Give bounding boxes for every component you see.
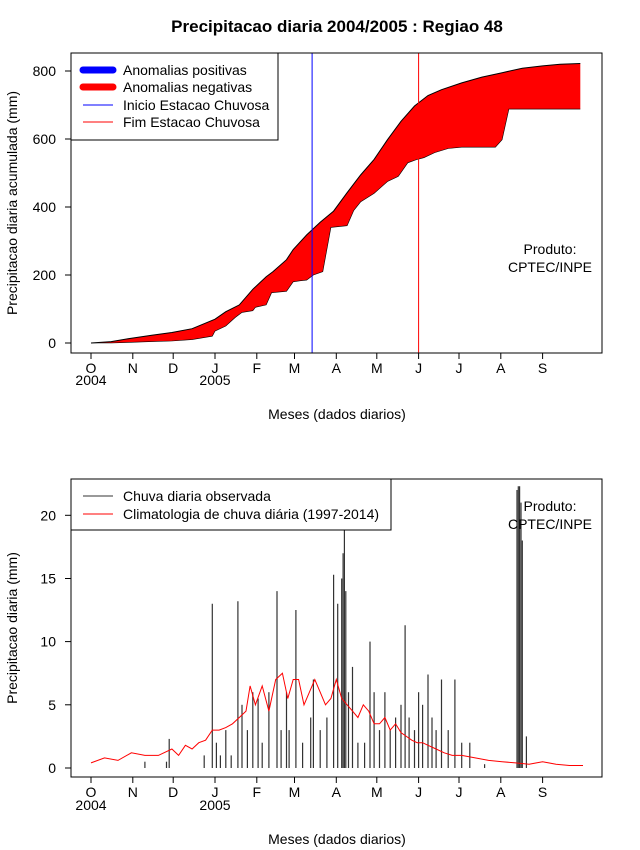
daily-panel: 0 5 10 15 20 O N D J F M A M J J A S 2004 2005 Precipitac… — [4, 478, 603, 847]
accumulated-plot-area — [90, 53, 581, 353]
legend-positive-label: Anomalias positivas — [123, 62, 247, 78]
accumulated-x-axis: O N D J F M A M J J A S 2004 2005 — [75, 353, 547, 388]
negative-anomaly-area — [91, 63, 581, 343]
x-tick-label: J — [415, 360, 422, 376]
legend-climatology-label: Climatologia de chuva diária (1997-2014) — [123, 506, 379, 522]
legend-negative-label: Anomalias negativas — [123, 79, 252, 95]
year-label: 2005 — [199, 797, 230, 813]
x-tick-label: M — [289, 360, 301, 376]
y-tick-label: 800 — [33, 63, 57, 79]
daily-y-axis: 0 5 10 15 20 — [40, 507, 71, 776]
x-tick-label: A — [332, 360, 342, 376]
x-tick-label: A — [332, 784, 342, 800]
daily-legend-box — [70, 478, 392, 531]
daily-y-axis-label: Precipitacao diaria (mm) — [4, 552, 20, 704]
legend-end-label: Fim Estacao Chuvosa — [123, 114, 260, 130]
daily-x-axis: O N D J F M A M J J A S 2004 2005 — [75, 777, 547, 813]
daily-legend: Chuva diaria observada Climatologia de c… — [70, 478, 392, 531]
year-label: 2004 — [75, 372, 106, 388]
accumulated-panel: 0 200 400 600 800 O N D J F M A M J J A S 2004 2005 Preci… — [4, 52, 603, 422]
daily-x-axis-label: Meses (dados diarios) — [268, 831, 406, 847]
product-label-line2: CPTEC/INPE — [508, 259, 592, 275]
chart-title: Precipitacao diaria 2004/2005 : Regiao 4… — [171, 17, 503, 36]
legend-onset-label: Inicio Estacao Chuvosa — [123, 97, 270, 113]
x-tick-label: J — [456, 784, 463, 800]
product-label-line1-daily: Produto: — [524, 498, 577, 514]
accumulated-y-axis: 0 200 400 600 800 — [33, 63, 71, 351]
x-tick-label: M — [371, 784, 383, 800]
y-tick-label: 20 — [40, 507, 56, 523]
x-tick-label: A — [496, 784, 506, 800]
accumulated-y-axis-label: Precipitacao diaria acumulada (mm) — [4, 91, 20, 315]
y-tick-label: 15 — [40, 571, 56, 587]
product-label-line1: Produto: — [524, 241, 577, 257]
product-label-line2-daily: CPTEC/INPE — [508, 516, 592, 532]
x-tick-label: O — [86, 784, 97, 800]
x-tick-label: J — [456, 360, 463, 376]
year-label: 2005 — [199, 372, 230, 388]
x-tick-label: N — [128, 360, 138, 376]
y-tick-label: 600 — [33, 131, 57, 147]
x-tick-label: O — [86, 360, 97, 376]
x-tick-label: J — [212, 360, 219, 376]
y-tick-label: 0 — [48, 760, 56, 776]
daily-plot-area — [90, 486, 583, 768]
y-tick-label: 5 — [48, 697, 56, 713]
accumulated-x-axis-label: Meses (dados diarios) — [268, 406, 406, 422]
y-tick-label: 200 — [33, 267, 57, 283]
x-tick-label: D — [168, 360, 178, 376]
accumulated-legend: Anomalias positivas Anomalias negativas … — [70, 52, 279, 141]
x-tick-label: A — [496, 360, 506, 376]
y-tick-label: 10 — [40, 634, 56, 650]
x-tick-label: M — [289, 784, 301, 800]
x-tick-label: J — [415, 784, 422, 800]
x-tick-label: N — [128, 784, 138, 800]
x-tick-label: J — [212, 784, 219, 800]
observed-accumulated-line — [91, 108, 581, 344]
x-tick-label: S — [538, 360, 547, 376]
x-tick-label: F — [253, 360, 262, 376]
y-tick-label: 400 — [33, 199, 57, 215]
climatology-daily-line — [90, 672, 583, 766]
x-tick-label: S — [538, 784, 547, 800]
year-label: 2004 — [75, 797, 106, 813]
y-tick-label: 0 — [48, 335, 56, 351]
legend-observed-label: Chuva diaria observada — [123, 488, 271, 504]
x-tick-label: F — [253, 784, 262, 800]
climatology-accumulated-line — [90, 63, 581, 344]
x-tick-label: M — [371, 360, 383, 376]
x-tick-label: D — [168, 784, 178, 800]
